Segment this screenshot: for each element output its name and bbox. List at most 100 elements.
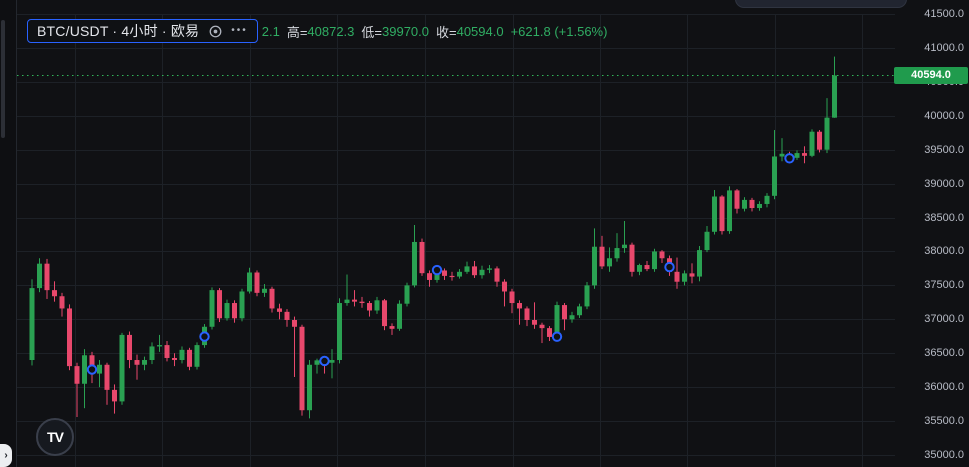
candle-down <box>562 305 567 320</box>
candle-wick <box>159 334 160 352</box>
candle-wick <box>354 290 355 307</box>
candle-down <box>269 288 275 309</box>
tradingview-logo-glyph: TV <box>47 429 64 445</box>
candle-up <box>554 305 560 337</box>
candle-down <box>292 319 297 327</box>
signal-marker-icon <box>551 331 563 342</box>
candle-up <box>457 271 462 277</box>
candle-wick <box>504 279 505 307</box>
candle-down <box>112 389 117 402</box>
chart-legend: BTC/USDT · 4小时 · 欧易 ••• 2.1 高= 40872.3 低=… <box>27 19 607 43</box>
candle-down <box>284 311 290 320</box>
candle-up <box>247 272 252 292</box>
candle-down <box>659 251 665 259</box>
candle-down <box>382 300 387 327</box>
candle-down <box>449 275 455 278</box>
candle-down <box>599 246 605 267</box>
candle-wick <box>781 138 783 162</box>
chevron-right-icon: › <box>4 450 8 461</box>
candle-down <box>734 190 740 209</box>
candle-down <box>52 290 57 297</box>
tradingview-logo[interactable]: TV <box>36 418 74 456</box>
candle-wick <box>534 302 535 329</box>
candle-up <box>344 299 350 304</box>
ohlc-readout: 2.1 高= 40872.3 低= 39970.0 收= 40594.0 +621.8… <box>262 22 608 41</box>
candle-down <box>59 296 65 309</box>
candle-up <box>307 364 312 411</box>
candle-up <box>622 244 627 249</box>
candle-wick <box>616 233 618 262</box>
candle-up <box>479 269 485 276</box>
price-axis-label: 41500.0 <box>924 8 964 20</box>
candle-down <box>629 244 635 272</box>
candle-down <box>44 263 50 291</box>
price-axis[interactable]: 41500.041000.040500.040000.039500.039000… <box>893 0 969 467</box>
symbol-interval-button[interactable]: BTC/USDT · 4小时 · 欧易 ••• <box>27 19 258 43</box>
price-axis-label: 35000.0 <box>924 449 964 461</box>
candle-up <box>727 190 732 232</box>
candle-wick <box>346 274 348 306</box>
last-price-badge[interactable]: 40594.0 <box>894 66 968 84</box>
price-axis-label: 38000.0 <box>924 245 964 258</box>
eye-icon[interactable] <box>208 24 223 39</box>
candle-up <box>757 203 762 209</box>
candle-down <box>232 303 237 319</box>
candle-up <box>742 199 747 209</box>
candle-down <box>749 199 755 209</box>
candle-up <box>397 303 402 329</box>
candle-up <box>682 273 687 282</box>
signal-marker-icon <box>664 261 675 273</box>
candle-down <box>67 308 72 367</box>
candle-down <box>172 357 177 361</box>
candle-up <box>224 303 230 319</box>
candle-up <box>404 285 410 304</box>
candle-up <box>149 346 155 361</box>
candle-down <box>674 271 680 282</box>
candle-down <box>164 345 170 358</box>
price-axis-label: 39500.0 <box>924 143 964 156</box>
candle-up <box>637 265 642 272</box>
candle-up <box>704 231 710 251</box>
candle-up <box>569 315 575 320</box>
candle-up <box>37 263 42 289</box>
candle-down <box>719 196 725 232</box>
candle-down <box>352 299 357 302</box>
floating-toolbar-fragment[interactable] <box>735 0 907 8</box>
close-value: 40594.0 <box>456 23 504 39</box>
candle-down <box>689 273 695 277</box>
price-axis-label: 36500.0 <box>924 347 964 360</box>
symbol-title: BTC/USDT · 4小时 · 欧易 <box>37 23 200 39</box>
low-value: 39970.0 <box>382 23 429 39</box>
candle-down <box>472 266 477 276</box>
candle-up <box>772 156 777 196</box>
candle-up <box>464 266 470 272</box>
candle-up <box>832 75 837 118</box>
candle-up <box>119 334 125 402</box>
candle-down <box>254 272 260 293</box>
candle-wick <box>316 358 318 374</box>
candle-up <box>592 246 597 286</box>
candle-down <box>509 291 515 304</box>
candle-down <box>187 349 192 367</box>
candle-down <box>539 324 545 329</box>
high-label: 高= <box>286 24 308 40</box>
signal-marker-icon <box>784 153 795 164</box>
candle-down <box>442 270 447 276</box>
low-label: 低= <box>361 24 382 40</box>
signal-marker-icon <box>431 264 443 276</box>
price-axis-label: 38500.0 <box>924 211 964 224</box>
candle-up <box>764 195 770 204</box>
price-axis-label: 36000.0 <box>924 381 964 394</box>
candle-up <box>584 285 590 307</box>
candle-wick <box>331 349 333 379</box>
candle-down <box>494 268 500 282</box>
left-scrollbar-thumb[interactable] <box>1 20 5 138</box>
high-value: 40872.3 <box>307 23 355 39</box>
candle-down <box>524 308 530 320</box>
signal-marker-icon <box>319 355 330 367</box>
more-options-icon[interactable]: ••• <box>231 25 248 36</box>
candle-down <box>359 301 365 304</box>
panel-open-handle[interactable]: › <box>0 444 12 467</box>
